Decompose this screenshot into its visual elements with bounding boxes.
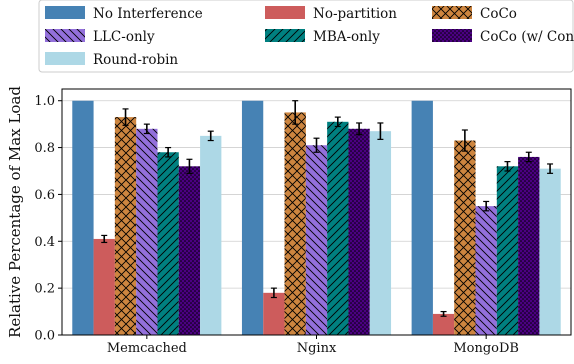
legend-swatch-hatch — [432, 29, 472, 42]
bar-no-partition-memcached — [93, 238, 115, 335]
legend-item-no-interference: No Interference — [45, 6, 203, 22]
x-tick-label-memcached: Memcached — [107, 341, 187, 356]
legend-label: MBA-only — [313, 29, 380, 45]
legend-label: LLC-only — [93, 29, 155, 45]
bar-no-partition-nginx — [263, 292, 285, 335]
legend-label: No-partition — [313, 6, 397, 22]
bars — [72, 100, 561, 335]
y-tick-label: 0.6 — [34, 188, 55, 203]
y-tick-label: 1.0 — [34, 94, 55, 109]
bar-hatch-llc-only-mongodb — [475, 206, 497, 335]
legend-swatch — [45, 52, 85, 65]
bar-hatch-mba-only-memcached — [157, 152, 179, 335]
bar-round-robin-nginx — [369, 131, 392, 335]
legend-swatch — [265, 6, 305, 19]
legend-label: No Interference — [93, 6, 203, 22]
legend-label: CoCo (w/ Conflict) — [480, 29, 574, 45]
bar-no-partition-mongodb — [432, 313, 455, 335]
legend-swatch-hatch — [432, 6, 472, 19]
bar-round-robin-mongodb — [539, 168, 561, 335]
legend-label: Round-robin — [93, 52, 178, 68]
bar-hatch-llc-only-nginx — [305, 145, 328, 335]
legend-label: CoCo — [480, 6, 517, 22]
bar-no-interference-memcached — [72, 100, 94, 335]
legend: No Interference No-partition CoCo LLC-only M… — [38, 0, 574, 73]
legend-swatch-hatch — [45, 29, 85, 42]
bar-hatch-llc-only-memcached — [136, 128, 158, 335]
bar-hatch-coco-nginx — [284, 112, 306, 335]
bar-hatch-mba-only-mongodb — [496, 166, 519, 335]
legend-item-coco: CoCo — [432, 6, 517, 22]
bar-hatch-coco-memcached — [114, 117, 137, 335]
x-axis: Memcached Nginx MongoDB — [107, 335, 519, 356]
y-axis: 0.0 0.2 0.4 0.6 0.8 1.0 — [34, 94, 62, 344]
y-tick-label: 0.2 — [34, 282, 55, 297]
y-tick-label: 0.4 — [34, 235, 55, 250]
y-tick-label: 0.8 — [34, 141, 55, 156]
bar-hatch-coco-w-conflict-memcached — [178, 166, 201, 335]
legend-swatch-hatch — [265, 29, 305, 42]
x-tick-label-mongodb: MongoDB — [453, 341, 519, 356]
bar-hatch-coco-w-conflict-mongodb — [518, 156, 540, 335]
bar-no-interference-nginx — [241, 100, 264, 335]
x-tick-label-nginx: Nginx — [297, 341, 337, 356]
bar-round-robin-memcached — [200, 135, 222, 335]
bar-no-interference-mongodb — [411, 100, 433, 335]
bar-hatch-coco-mongodb — [454, 140, 476, 335]
bar-hatch-coco-w-conflict-nginx — [348, 128, 370, 335]
legend-item-round-robin: Round-robin — [45, 52, 178, 68]
legend-item-coco-w-conflict: CoCo (w/ Conflict) — [432, 29, 574, 45]
bar-hatch-mba-only-nginx — [327, 121, 349, 335]
y-axis-label: Relative Percentage of Max Load — [6, 86, 24, 338]
error-bars — [101, 100, 554, 317]
legend-swatch — [45, 6, 85, 19]
legend-item-llc-only: LLC-only — [45, 29, 155, 45]
legend-item-mba-only: MBA-only — [265, 29, 380, 45]
legend-item-no-partition: No-partition — [265, 6, 397, 22]
y-tick-label: 0.0 — [34, 329, 55, 344]
